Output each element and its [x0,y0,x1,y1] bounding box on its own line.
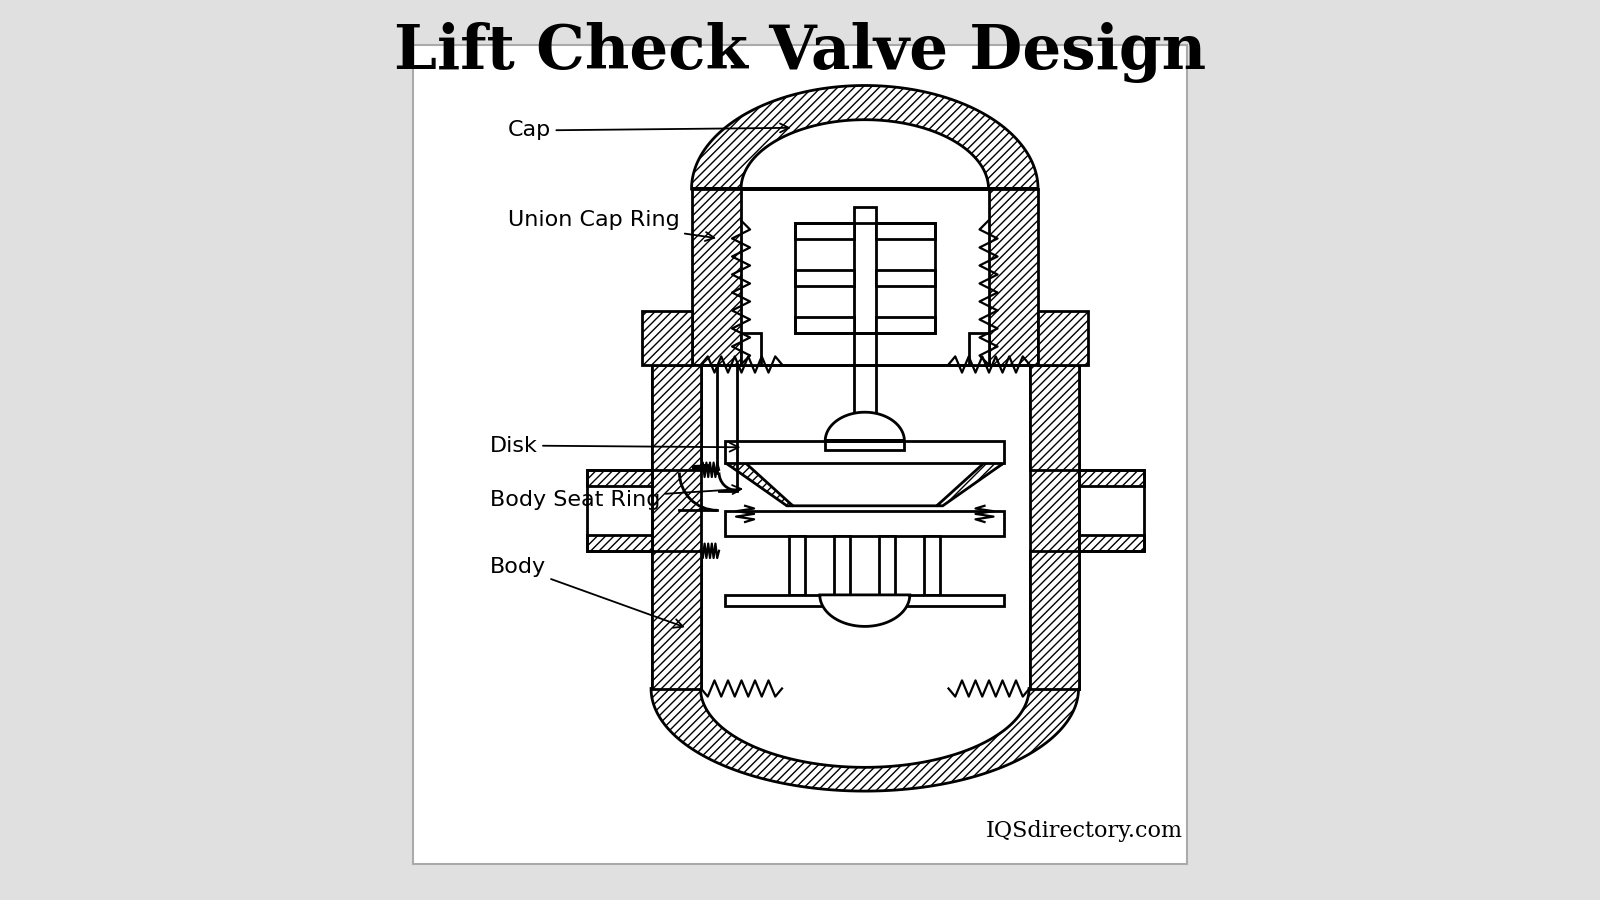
Text: Body: Body [490,557,683,627]
Polygon shape [642,310,691,365]
Polygon shape [651,551,701,688]
Bar [795,223,853,239]
Text: Union Cap Ring: Union Cap Ring [507,211,714,241]
Polygon shape [651,364,701,688]
Bar [853,207,877,333]
Bar [725,511,1005,536]
Polygon shape [691,189,741,364]
Polygon shape [651,364,701,470]
Polygon shape [826,412,904,441]
Bar [795,317,853,333]
Polygon shape [587,535,651,551]
Bar [1078,470,1144,551]
Bar [968,333,989,364]
Polygon shape [938,463,1005,506]
Bar [725,595,1005,606]
Bar [877,317,934,333]
Bar [725,441,1005,463]
Polygon shape [651,688,1078,791]
Polygon shape [1078,535,1144,551]
Polygon shape [587,470,651,486]
Text: Disk: Disk [490,436,739,455]
Bar [789,536,805,595]
Bar [795,270,853,286]
Bar [877,270,934,286]
Polygon shape [1038,310,1088,365]
Bar [834,536,851,595]
Bar [587,470,651,551]
Bar [826,441,904,450]
Polygon shape [725,463,1005,506]
Polygon shape [819,595,910,626]
Bar [925,536,941,595]
Bar [741,333,762,364]
Bar [795,223,934,333]
Text: IQSdirectory.com: IQSdirectory.com [986,820,1182,842]
Polygon shape [725,463,794,506]
Text: Body Seat Ring: Body Seat Ring [490,485,741,509]
Polygon shape [1029,364,1078,688]
FancyBboxPatch shape [413,45,1187,864]
Polygon shape [691,86,1038,189]
Text: Cap: Cap [507,121,789,140]
Polygon shape [1078,470,1144,486]
Bar [880,536,896,595]
Polygon shape [1029,551,1078,688]
Text: Lift Check Valve Design: Lift Check Valve Design [394,22,1206,83]
Bar [877,223,934,239]
Polygon shape [1029,364,1078,470]
Polygon shape [989,189,1038,364]
